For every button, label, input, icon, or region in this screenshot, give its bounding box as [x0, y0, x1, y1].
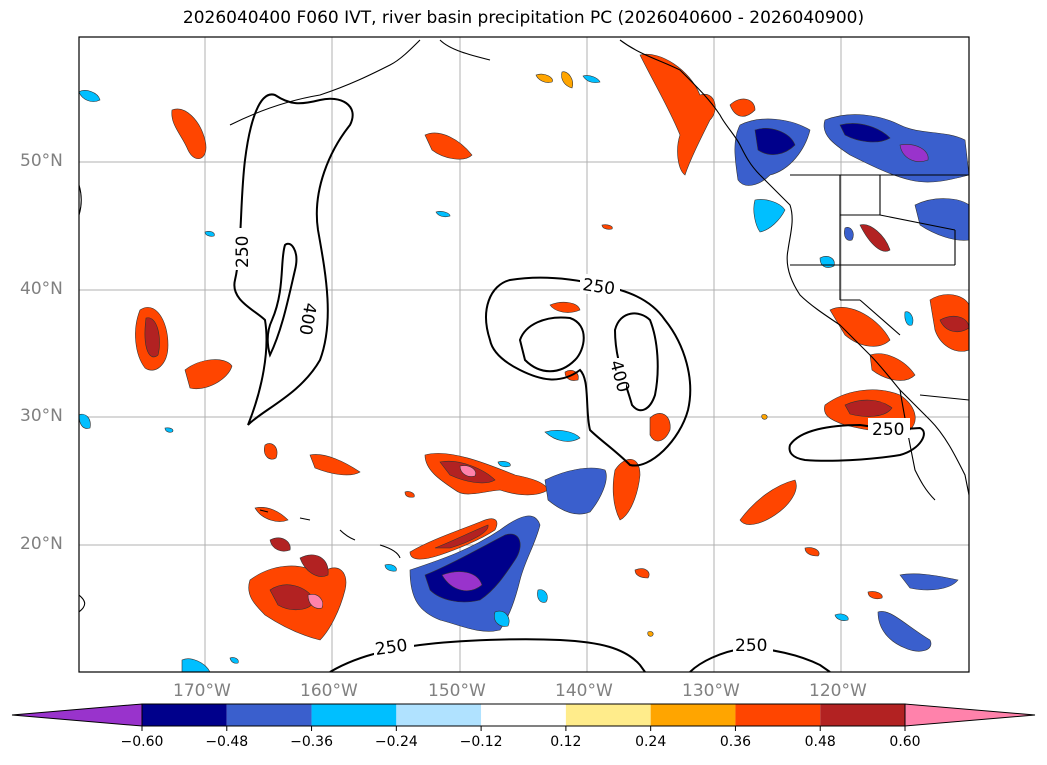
colorbar-segment [735, 704, 821, 726]
contour-label: 250 [374, 636, 409, 660]
lon-label: 130°W [682, 681, 740, 701]
positive-anomaly-areas [135, 53, 969, 641]
plot-frame [78, 36, 970, 673]
lat-label: 50°N [20, 151, 63, 171]
colorbar-segment [820, 704, 905, 726]
contour-label: 250 [233, 236, 253, 268]
colorbar-segment [142, 704, 227, 726]
colorbar-tick-label: 0.36 [719, 734, 752, 750]
lon-label: 150°W [428, 681, 486, 701]
contour-label: 250 [872, 420, 904, 440]
colorbar-segment [226, 704, 312, 726]
contour-label: 250 [581, 275, 616, 299]
colorbar-tick-label: 0.24 [635, 734, 667, 750]
lon-label: 160°W [300, 681, 358, 701]
colorbar-tick-label: −0.36 [290, 734, 333, 750]
lon-label: 120°W [809, 681, 867, 701]
lat-label: 30°N [20, 406, 63, 426]
contour-labels: 250 400 250 400 250 250 250 [232, 228, 910, 660]
colorbar-tick-label: 0.12 [550, 734, 582, 750]
lon-label: 140°W [555, 681, 613, 701]
colorbar-tick-label: 0.60 [889, 734, 921, 750]
negative-anomaly-areas [79, 75, 969, 672]
ivt-contours [233, 93, 925, 672]
colorbar-extend-low [11, 703, 143, 727]
colorbar-tick-label: 0.48 [804, 734, 836, 750]
colorbar-segment [650, 704, 736, 726]
colorbar-tick-label: −0.48 [205, 734, 249, 750]
colorbar-tick-label: −0.12 [459, 734, 503, 750]
colorbar-extend-high [904, 703, 1036, 727]
colorbar-segment [311, 704, 397, 726]
colorbar-segment [396, 704, 482, 726]
colorbar-tick-label: −0.60 [120, 734, 164, 750]
lon-label: 170°W [173, 681, 231, 701]
map-title: 2026040400 F060 IVT, river basin precipi… [182, 8, 865, 28]
colorbar-segment [565, 704, 651, 726]
lat-label: 40°N [20, 279, 63, 299]
colorbar-tick-label: −0.24 [374, 734, 418, 750]
contour-label: 250 [735, 636, 767, 656]
contour-label: 400 [294, 301, 319, 336]
map-panel: 250 400 250 400 250 250 250 [78, 36, 970, 673]
colorbar-segment [481, 704, 566, 726]
lat-label: 20°N [20, 534, 63, 554]
coastlines [79, 39, 969, 613]
